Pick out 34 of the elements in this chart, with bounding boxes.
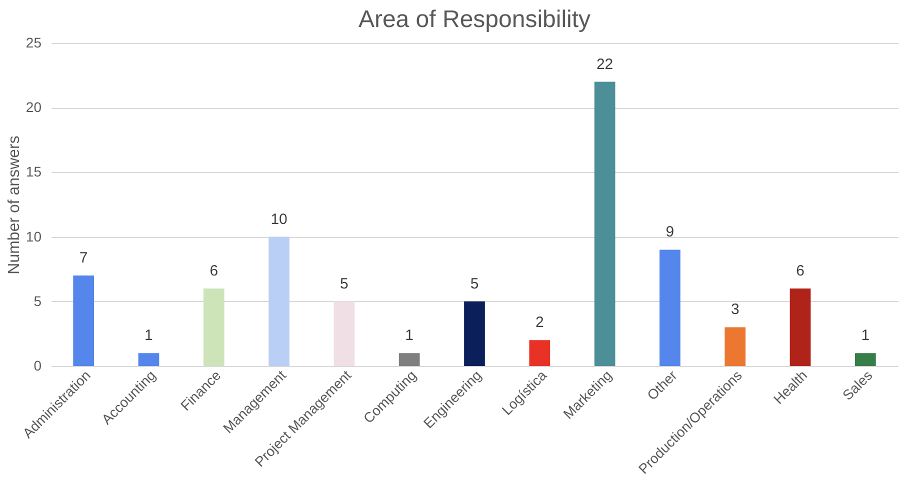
bar [594,82,616,366]
bar [529,340,550,366]
bar [334,301,355,366]
bar [855,353,876,366]
data-label: 5 [340,275,348,292]
bar [268,236,290,366]
y-tick-label: 20 [26,99,42,116]
data-label: 7 [79,250,88,267]
bar [203,288,224,366]
y-axis-title: Number of answers [6,136,23,274]
bar [660,250,680,366]
data-label: 10 [270,210,288,228]
data-label: 6 [796,262,804,280]
bar [73,276,94,366]
data-label: 5 [470,275,479,292]
y-tick-label: 0 [34,358,42,374]
data-label: 9 [666,224,674,241]
bar [464,301,485,366]
data-label: 1 [405,327,414,344]
bar [398,353,420,366]
data-label: 1 [861,327,870,344]
bar [790,288,811,366]
chart-title: Area of Responsibility [358,6,591,33]
data-label: 2 [535,314,544,332]
data-label: 3 [730,301,740,318]
data-label: 1 [144,327,153,344]
bar [724,327,746,366]
data-label: 22 [596,56,614,73]
bar [138,353,160,366]
y-tick-label: 15 [26,164,42,180]
y-tick-label: 5 [34,292,42,309]
y-tick-label: 10 [26,228,42,244]
data-label: 6 [210,262,218,280]
y-tick-label: 25 [26,34,42,50]
